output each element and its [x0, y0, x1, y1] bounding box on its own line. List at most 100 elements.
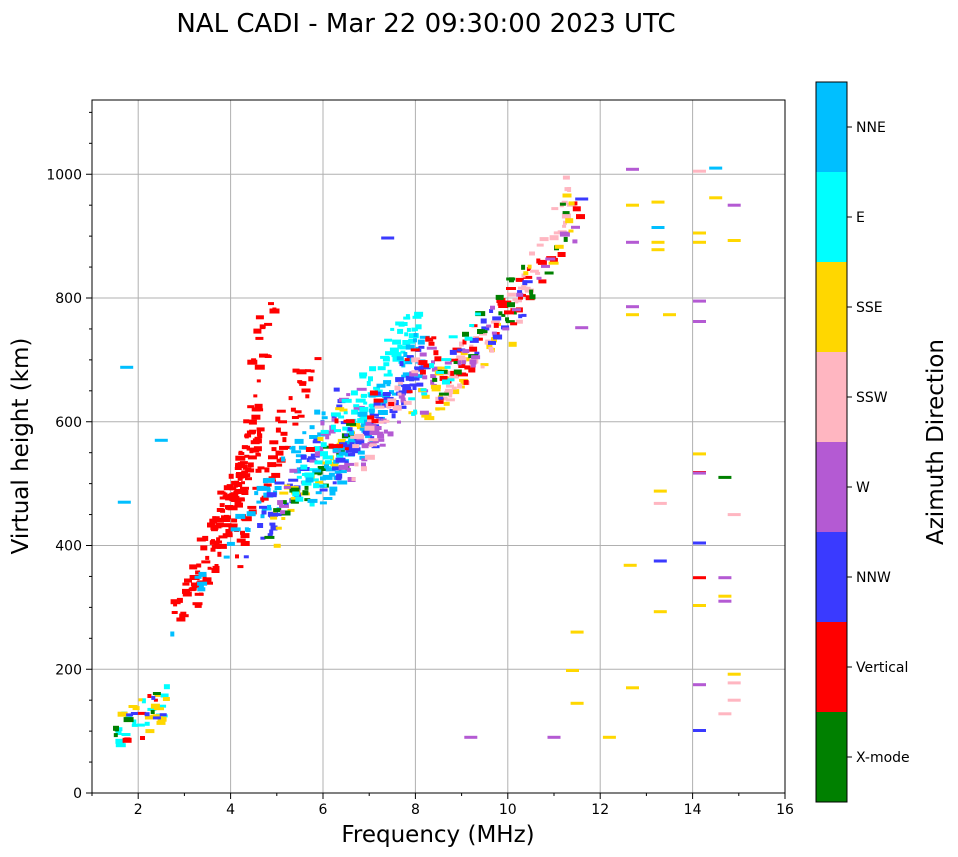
- echo-point: [457, 348, 466, 352]
- echo-point: [353, 404, 360, 408]
- echo-point: [282, 437, 287, 443]
- echo-point: [461, 360, 466, 365]
- echo-point: [268, 455, 278, 460]
- echo-point: [160, 693, 169, 698]
- echo-point: [141, 698, 146, 704]
- echo-point: [413, 338, 417, 343]
- echo-point: [207, 566, 212, 570]
- echo-point: [202, 577, 212, 583]
- echo-point: [242, 464, 248, 470]
- echo-point: [506, 287, 516, 290]
- echo-point: [432, 377, 438, 382]
- echo-point: [255, 468, 262, 473]
- echo-point: [554, 244, 564, 249]
- echo-point: [357, 450, 365, 455]
- echo-point: [557, 252, 566, 257]
- echo-point: [343, 419, 348, 423]
- echo-point: [576, 214, 585, 220]
- echo-point: [254, 491, 259, 496]
- echo-point: [151, 695, 156, 700]
- echo-point: [235, 513, 246, 519]
- echo-point: [214, 564, 219, 568]
- echo-point: [319, 484, 325, 488]
- echo-point: [420, 388, 427, 392]
- echo-point: [368, 376, 373, 382]
- y-tick-label: 0: [73, 786, 82, 802]
- x-tick-label: 8: [411, 802, 420, 818]
- echo-point: [383, 419, 390, 423]
- echo-point: [241, 481, 245, 485]
- echo-point: [364, 454, 375, 460]
- echo-point: [196, 563, 202, 568]
- echo-point: [468, 367, 476, 373]
- colorbar-tick-label: NNW: [856, 570, 891, 586]
- echo-point: [220, 508, 226, 513]
- echo-point: [334, 470, 341, 474]
- echo-point: [401, 384, 411, 388]
- echo-point: [259, 505, 267, 509]
- echo-point: [537, 259, 547, 265]
- echo-point: [320, 451, 328, 457]
- echo-point: [192, 602, 203, 606]
- echo-point: [216, 537, 221, 542]
- echo-point: [278, 420, 287, 424]
- echo-point: [337, 480, 348, 485]
- echo-point: [431, 360, 435, 365]
- echo-point: [349, 442, 355, 448]
- echo-point: [237, 565, 244, 569]
- echo-point: [626, 203, 639, 207]
- echo-point: [491, 331, 497, 335]
- echo-point: [411, 357, 421, 363]
- echo-point: [335, 407, 345, 411]
- echo-point: [266, 492, 277, 498]
- echo-point: [288, 396, 293, 401]
- echo-point: [493, 322, 499, 328]
- echo-point: [223, 555, 230, 559]
- echo-point: [425, 336, 430, 340]
- echo-point: [250, 440, 260, 445]
- echo-point: [471, 355, 481, 360]
- echo-point: [313, 446, 320, 452]
- echo-point: [486, 324, 492, 328]
- echo-point: [237, 482, 243, 487]
- colorbar-tick-label: W: [856, 480, 870, 496]
- echo-point: [469, 324, 475, 327]
- echo-point: [474, 312, 481, 316]
- echo-point: [140, 736, 145, 740]
- echo-point: [144, 721, 150, 726]
- echo-point: [508, 341, 517, 347]
- echo-point: [244, 527, 249, 532]
- echo-point: [430, 379, 435, 385]
- echo-point: [292, 491, 300, 497]
- echo-point: [117, 711, 128, 717]
- echo-point: [338, 470, 347, 474]
- echo-point: [297, 380, 303, 384]
- echo-point: [480, 365, 485, 369]
- echo-point: [246, 447, 257, 451]
- echo-point: [235, 554, 239, 559]
- echo-point: [322, 455, 333, 460]
- echo-point: [212, 516, 217, 520]
- echo-point: [564, 187, 570, 192]
- echo-point: [355, 406, 363, 411]
- echo-point: [302, 431, 307, 435]
- echo-point: [235, 502, 243, 508]
- echo-point: [338, 452, 343, 456]
- echo-point: [275, 526, 282, 530]
- echo-point: [262, 478, 268, 484]
- echo-point: [182, 591, 192, 597]
- echo-point: [391, 413, 396, 419]
- echo-point: [202, 535, 209, 541]
- echo-point: [189, 564, 198, 570]
- y-axis-label: Virtual height (km): [8, 338, 34, 555]
- echo-point: [333, 444, 344, 449]
- echo-point: [205, 555, 210, 560]
- echo-point: [190, 582, 199, 587]
- echo-point: [271, 447, 277, 452]
- colorbar: X-mode Vertical NNW W SSW SSE E NNE: [815, 81, 910, 803]
- echo-point: [571, 225, 580, 229]
- echo-point: [389, 390, 394, 395]
- echo-point: [132, 706, 140, 711]
- echo-point: [256, 427, 265, 432]
- echo-point: [338, 464, 349, 470]
